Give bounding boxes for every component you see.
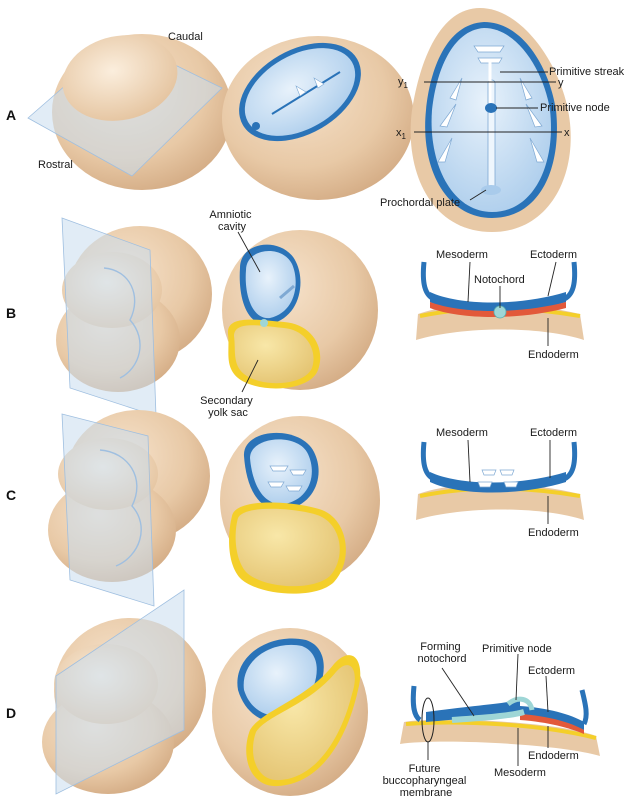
- primitive-node-label: Primitive node: [540, 102, 610, 114]
- rostral-label: Rostral: [38, 159, 73, 171]
- embryo-c-whole: [48, 410, 210, 607]
- caudal-label: Caudal: [168, 31, 203, 43]
- buccopharyngeal-label: Future buccopharyngeal membrane: [383, 763, 470, 799]
- cross-section-b: [416, 261, 584, 340]
- embryo-b-section: [222, 230, 378, 390]
- mesoderm-label-c: Mesoderm: [436, 427, 488, 439]
- y-label: y: [558, 77, 564, 89]
- section-plane-d: [55, 589, 185, 795]
- row-label-d: D: [6, 705, 16, 721]
- embryo-a-whole: [27, 34, 232, 190]
- cross-section-d: [400, 685, 600, 756]
- y1-label: y1: [398, 76, 409, 90]
- embryo-d-section: [212, 628, 368, 796]
- mesoderm-label-b: Mesoderm: [436, 249, 488, 261]
- forming-notochord-label: Forming notochord: [418, 641, 467, 665]
- embryo-b-whole: [56, 217, 212, 417]
- section-plane-c: [61, 413, 155, 607]
- notochord-label-b: Notochord: [474, 274, 525, 286]
- embryo-d-whole: [42, 589, 206, 795]
- prochordal-plate-label: Prochordal plate: [380, 197, 460, 209]
- ectoderm-label-b: Ectoderm: [530, 249, 577, 261]
- endoderm-label-c: Endoderm: [528, 527, 579, 539]
- cross-section-c: [416, 441, 584, 520]
- x1-label: x1: [396, 127, 407, 141]
- row-label-b: B: [6, 305, 16, 321]
- row-label-a: A: [6, 107, 16, 123]
- ectoderm-label-c: Ectoderm: [530, 427, 577, 439]
- primitive-node-label-d: Primitive node: [482, 643, 552, 655]
- ectoderm-label-d: Ectoderm: [528, 665, 575, 677]
- x-label: x: [564, 127, 570, 139]
- embryo-c-section: [220, 416, 380, 594]
- row-label-c: C: [6, 487, 16, 503]
- embryo-a-disc-enlarged: [410, 8, 571, 232]
- endoderm-label-d: Endoderm: [528, 750, 579, 762]
- embryo-a-disc-view: [222, 36, 414, 200]
- endoderm-label-b: Endoderm: [528, 349, 579, 361]
- mesoderm-label-d: Mesoderm: [494, 767, 546, 779]
- primitive-streak-label: Primitive streak: [549, 66, 625, 78]
- secondary-yolk-sac-label: Secondary yolk sac: [200, 395, 256, 419]
- section-plane-b: [61, 217, 157, 417]
- amniotic-cavity-label: Amniotic cavity: [209, 209, 254, 233]
